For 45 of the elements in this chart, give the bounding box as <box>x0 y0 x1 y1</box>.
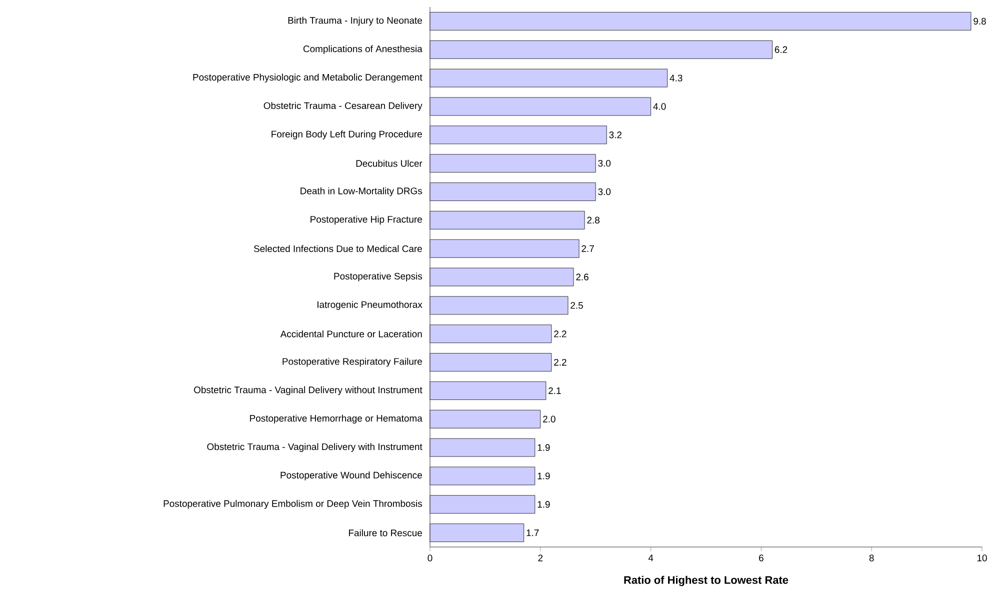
y-tick-label: Death in Low-Mortality DRGs <box>300 187 422 196</box>
data-label: 2.1 <box>548 387 561 394</box>
y-tick-label: Postoperative Physiologic and Metabolic Derangement <box>193 74 422 82</box>
data-label: 1.9 <box>538 472 550 480</box>
x-tick-label: 4 <box>648 554 654 562</box>
data-label: 1.9 <box>538 444 550 451</box>
data-label: 4.0 <box>653 103 666 110</box>
y-tick-label: Birth Trauma - Injury to Neonate <box>288 16 422 26</box>
data-label: 2.7 <box>582 245 594 252</box>
x-tick-label: 6 <box>759 554 764 562</box>
data-label: 6.2 <box>774 46 788 53</box>
y-tick-label: Accidental Puncture or Laceration <box>280 330 422 338</box>
y-tick-label: Obstetric Trauma - Cesarean Delivery <box>264 102 422 111</box>
y-tick-label: Postoperative Wound Dehiscence <box>280 472 422 480</box>
data-label: 1.7 <box>526 530 539 536</box>
data-label: 2.2 <box>554 330 566 338</box>
y-tick-label: Postoperative Hip Fracture <box>310 216 422 225</box>
y-tick-label: Postoperative Respiratory Failure <box>282 358 422 367</box>
data-label: 2.5 <box>570 302 583 309</box>
data-label: 2.2 <box>554 358 566 366</box>
data-label: 9.8 <box>974 18 986 25</box>
x-tick-label: 8 <box>869 554 874 562</box>
y-tick-label: Decubitus Ulcer <box>356 160 422 167</box>
data-label: 3.0 <box>598 188 611 196</box>
x-axis-title: Ratio of Highest to Lowest Rate <box>624 576 788 586</box>
y-tick-label: Obstetric Trauma - Vaginal Delivery with Instrument <box>207 443 422 452</box>
data-label: 1.9 <box>538 501 550 508</box>
data-label: 3.2 <box>609 132 622 138</box>
y-tick-label: Postoperative Pulmonary Embolism or Deep Vein Thrombosis <box>164 500 422 509</box>
y-tick-label: Failure to Rescue <box>349 529 422 536</box>
y-tick-label: Postoperative Hemorrhage or Hematoma <box>250 414 422 424</box>
y-tick-label: Complications of Anesthesia <box>303 45 422 54</box>
x-tick-label: 10 <box>977 554 987 562</box>
y-tick-label: Iatrogenic Pneumothorax <box>318 301 422 310</box>
y-tick-label: Obstetric Trauma - Vaginal Delivery without Instrument <box>194 386 422 396</box>
y-tick-label: Foreign Body Left During Procedure <box>272 130 422 140</box>
data-label: 2.8 <box>587 216 600 224</box>
data-label: 4.3 <box>670 74 682 82</box>
x-tick-label: 0 <box>428 554 432 562</box>
y-tick-label: Selected Infections Due to Medical Care <box>254 245 422 252</box>
data-label: 2.6 <box>576 274 588 280</box>
data-label: 2.0 <box>543 416 556 422</box>
y-tick-label: Postoperative Sepsis <box>334 272 422 282</box>
x-tick-label: 2 <box>538 554 543 562</box>
data-label: 3.0 <box>598 160 611 167</box>
